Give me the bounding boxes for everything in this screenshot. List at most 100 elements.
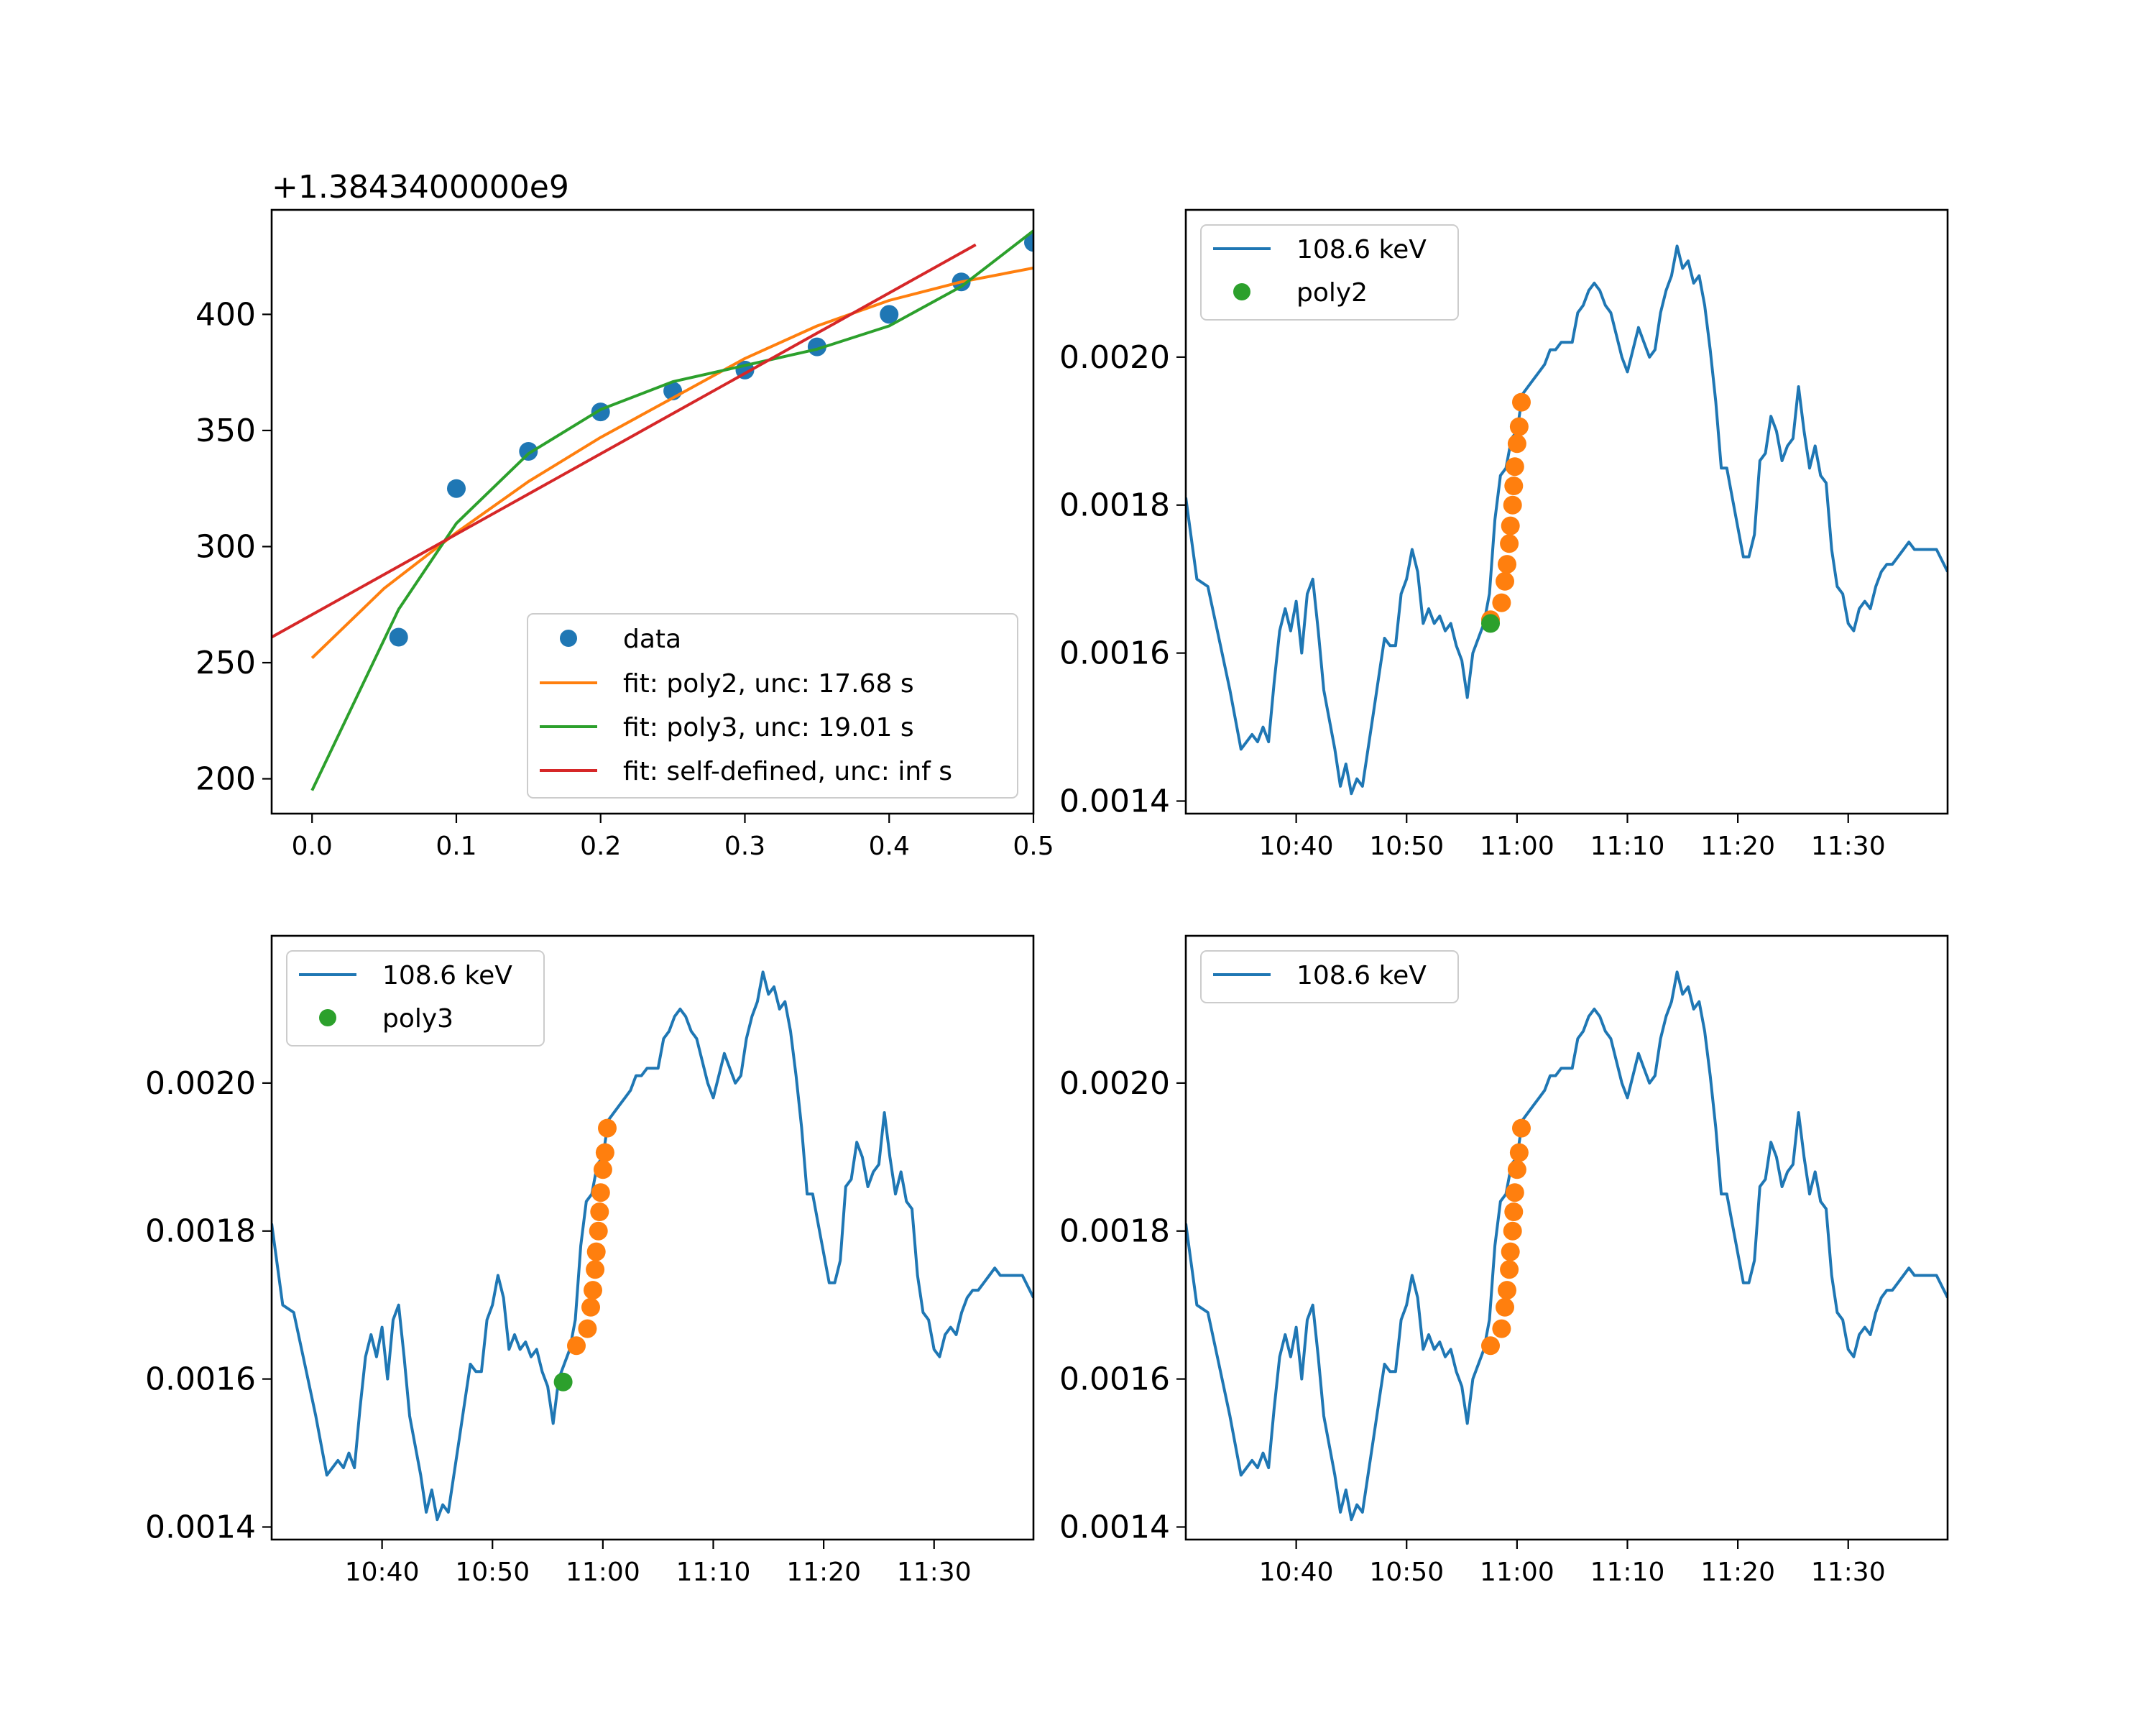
segment-point	[1498, 1281, 1516, 1300]
segment-point	[1496, 1297, 1514, 1317]
x-tick-label: 11:10	[1590, 1558, 1665, 1587]
segment-point	[1504, 477, 1524, 495]
legend-label-spectrum: 108.6 keV	[1296, 961, 1427, 990]
legend: 108.6 keV	[1200, 950, 1459, 1003]
fit-self-defined-line	[272, 243, 977, 639]
segment-point	[1512, 392, 1531, 412]
segment-point	[567, 1336, 586, 1356]
segment-point	[1512, 1118, 1531, 1138]
segment-point	[1496, 571, 1514, 591]
legend-label-poly2: poly2	[1296, 278, 1368, 308]
x-tick-label: 10:40	[345, 1558, 420, 1587]
legend-label-poly2: fit: poly2, unc: 17.68 s	[623, 669, 914, 699]
legend: 108.6 keV poly3	[286, 950, 545, 1046]
x-tick-label: 11:20	[1700, 1558, 1775, 1587]
x-tick-label: 11:20	[786, 1558, 861, 1587]
segment-point	[586, 1242, 606, 1261]
segment-point	[1492, 1319, 1511, 1338]
x-tick-label: 0.0	[292, 832, 333, 861]
y-tick-label: 0.0020	[1059, 339, 1170, 376]
x-tick-label: 10:50	[1369, 832, 1444, 861]
y-tick-label: 0.0020	[145, 1065, 256, 1102]
segment-point	[591, 1183, 610, 1202]
legend: 108.6 keV poly2	[1200, 224, 1459, 321]
y-tick-label: 300	[195, 528, 256, 565]
y-tick-label: 250	[195, 645, 256, 681]
x-tick-label: 11:00	[1480, 1558, 1554, 1587]
legend: data fit: poly2, unc: 17.68 s fit: poly3…	[527, 613, 1018, 799]
x-tick-label: 10:40	[1259, 1558, 1334, 1587]
y-tick-label: 0.0018	[1059, 1213, 1170, 1250]
x-tick-label: 0.4	[869, 832, 910, 861]
legend-label-poly3: fit: poly3, unc: 19.01 s	[623, 713, 914, 742]
y-tick-label: 0.0014	[1059, 783, 1170, 820]
poly3-point	[553, 1372, 573, 1392]
legend-box	[1200, 950, 1459, 1003]
segment-point	[598, 1118, 617, 1138]
y-tick-label: 0.0016	[145, 1361, 256, 1398]
axes-frame	[270, 208, 1035, 815]
spectrum-poly3-panel: 10:40 10:50 11:00 11:10 11:20 11:30 0.0014 0.00…	[145, 934, 1035, 1587]
x-tick-label: 11:00	[566, 1558, 640, 1587]
y-tick-label: 0.0018	[1059, 487, 1170, 524]
y-tick-label: 0.0020	[1059, 1065, 1170, 1102]
spectrum-panel: 10:40 10:50 11:00 11:10 11:20 11:30 0.0014 0.00…	[1059, 934, 1949, 1587]
data-point	[447, 479, 466, 498]
segment-point	[1505, 1183, 1524, 1202]
y-tick-label: 350	[195, 413, 256, 449]
segment-point	[1509, 417, 1529, 436]
x-tick-label: 10:40	[1259, 832, 1334, 861]
x-tick-label: 0.2	[580, 832, 621, 861]
legend-label-spectrum: 108.6 keV	[1296, 235, 1427, 264]
segment-point	[1505, 457, 1524, 477]
y-tick-label: 0.0014	[145, 1509, 256, 1546]
segment-point	[595, 1143, 614, 1162]
data-point	[389, 627, 408, 647]
segment-point	[584, 1281, 602, 1300]
segment-point	[1498, 555, 1516, 574]
legend-marker-poly3	[319, 1009, 336, 1026]
segment-point	[1504, 1202, 1524, 1221]
segment-point	[593, 1160, 612, 1179]
segment-point	[578, 1319, 597, 1338]
segment-point	[590, 1202, 609, 1221]
x-tick-label: 0.5	[1013, 832, 1054, 861]
axes-frame	[1184, 208, 1949, 815]
x-tick-label: 11:30	[1811, 1558, 1886, 1587]
x-tick-label: 11:30	[1811, 832, 1886, 861]
x-tick-label: 11:00	[1480, 832, 1554, 861]
x-tick-label: 0.3	[724, 832, 765, 861]
legend-label-data: data	[623, 625, 681, 654]
y-offset-label: +1.3843400000e9	[272, 169, 569, 206]
segment-point	[1503, 1221, 1522, 1241]
x-tick-label: 11:10	[676, 1558, 751, 1587]
legend-marker-poly2	[1233, 283, 1250, 300]
legend-label-poly3: poly3	[382, 1004, 453, 1034]
segment-point	[1500, 534, 1519, 553]
spectrum-poly2-panel: 10:40 10:50 11:00 11:10 11:20 11:30 0.0014 0.00…	[1059, 208, 1949, 861]
segment-point	[1509, 1143, 1529, 1162]
y-tick-label: 0.0016	[1059, 1361, 1170, 1398]
legend-marker-data	[560, 630, 577, 647]
x-tick-label: 10:50	[1369, 1558, 1444, 1587]
spectrum-line	[1186, 970, 1948, 1522]
legend-box	[527, 613, 1018, 799]
spectrum-line	[272, 970, 1033, 1522]
segment-point	[1481, 1336, 1500, 1356]
poly2-point	[1481, 614, 1500, 633]
fit-poly2-line	[310, 266, 1033, 659]
x-tick-label: 0.1	[436, 832, 476, 861]
segment-point	[581, 1297, 600, 1317]
y-tick-label: 0.0018	[145, 1213, 256, 1250]
segment-point	[589, 1221, 608, 1241]
segment-point	[586, 1260, 605, 1279]
axes-frame	[270, 934, 1035, 1541]
segment-point	[1500, 1260, 1519, 1279]
y-tick-label: 0.0014	[1059, 1509, 1170, 1546]
x-tick-label: 11:30	[897, 1558, 972, 1587]
x-tick-label: 10:50	[455, 1558, 530, 1587]
segment-point	[1501, 1242, 1520, 1261]
segment-point	[1501, 516, 1520, 535]
legend-label-self-defined: fit: self-defined, unc: inf s	[623, 757, 952, 786]
